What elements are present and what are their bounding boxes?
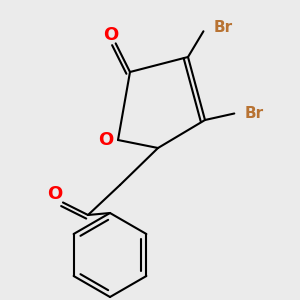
Text: O: O [98, 131, 114, 149]
Text: Br: Br [213, 20, 232, 35]
Text: O: O [103, 26, 118, 44]
Text: O: O [47, 185, 63, 203]
Text: Br: Br [244, 106, 263, 121]
